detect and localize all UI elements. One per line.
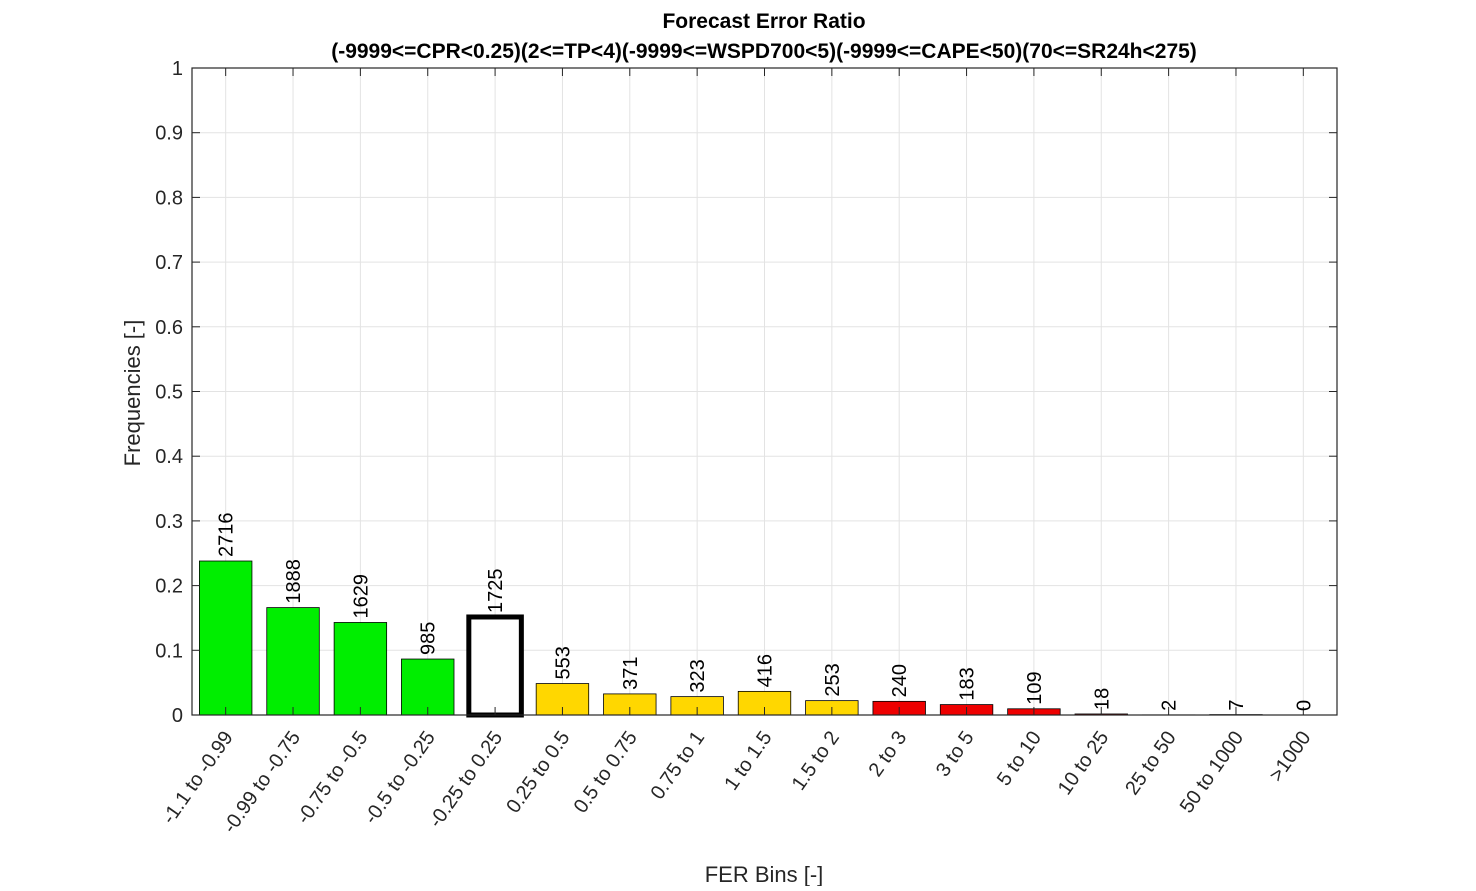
x-tick-label: 10 to 25: [1054, 727, 1113, 799]
x-tick-label: 0.75 to 1: [647, 727, 710, 803]
data-label: 240: [889, 664, 911, 697]
x-tick-label: 1.5 to 2: [788, 727, 844, 794]
y-tick-label: 0.9: [155, 123, 183, 145]
x-tick-label: 2 to 3: [865, 727, 912, 781]
x-tick-label: 25 to 50: [1121, 727, 1180, 799]
data-label: 1725: [485, 568, 507, 613]
y-tick-label: 0.7: [155, 252, 183, 274]
data-label: 416: [755, 654, 777, 687]
x-tick-label: 50 to 1000: [1176, 727, 1248, 817]
data-label: 18: [1091, 688, 1113, 710]
data-label: 1888: [283, 559, 305, 604]
y-tick-label: 0.2: [155, 576, 183, 598]
bar--0-75-to-0-5: [334, 622, 387, 715]
bar--0-25-to-0-25: [469, 617, 522, 715]
y-axis-label: Frequencies [-]: [120, 320, 145, 467]
x-tick-label: 3 to 5: [932, 727, 979, 781]
bar--0-5-to-0-25: [401, 659, 454, 715]
data-label: 371: [620, 657, 642, 690]
data-label: 553: [552, 646, 574, 679]
bar--1-1-to-0-99: [199, 561, 252, 715]
y-tick-label: 1: [172, 58, 183, 80]
data-label: 323: [687, 659, 709, 692]
y-tick-label: 0.8: [155, 187, 183, 209]
y-tick-label: 0.5: [155, 382, 183, 404]
y-tick-label: 0.4: [155, 446, 183, 468]
tick-labels: 0 0.1 0.2 0.3 0.4 0.5 0.6 0.7 0.8 0.9 1 -1.1 to -0.…: [155, 58, 1315, 837]
chart-subtitle: (-9999<=CPR<0.25)(2<=TP<4)(-9999<=WSPD70…: [331, 40, 1197, 63]
data-label: 7: [1226, 699, 1248, 710]
x-tick-label: -0.75 to -0.5: [293, 727, 373, 828]
data-label: 109: [1024, 671, 1046, 704]
data-label: 0: [1293, 700, 1315, 711]
x-tick-label: 0.5 to 0.75: [570, 727, 642, 817]
y-tick-label: 0.6: [155, 317, 183, 339]
x-tick-label: 5 to 10: [993, 727, 1046, 790]
data-label: 985: [418, 622, 440, 655]
x-tick-label: >1000: [1265, 727, 1315, 786]
data-label: 183: [957, 667, 979, 700]
bar--0-99-to-0-75: [267, 608, 320, 715]
x-axis-label: FER Bins [-]: [705, 862, 824, 886]
x-tick-label: 1 to 1.5: [720, 727, 776, 794]
y-tick-label: 0.3: [155, 511, 183, 533]
x-tick-label: 0.25 to 0.5: [502, 727, 574, 817]
data-label: 1629: [350, 574, 372, 619]
data-label: 2716: [216, 513, 238, 558]
x-tick-label: -1.1 to -0.99: [158, 727, 238, 828]
data-label: 2: [1159, 700, 1181, 711]
chart-title: Forecast Error Ratio: [662, 10, 865, 33]
y-tick-label: 0.1: [155, 640, 183, 662]
x-tick-label: -0.5 to -0.25: [360, 727, 440, 828]
y-tick-label: 0: [172, 705, 183, 727]
data-label: 253: [822, 663, 844, 696]
